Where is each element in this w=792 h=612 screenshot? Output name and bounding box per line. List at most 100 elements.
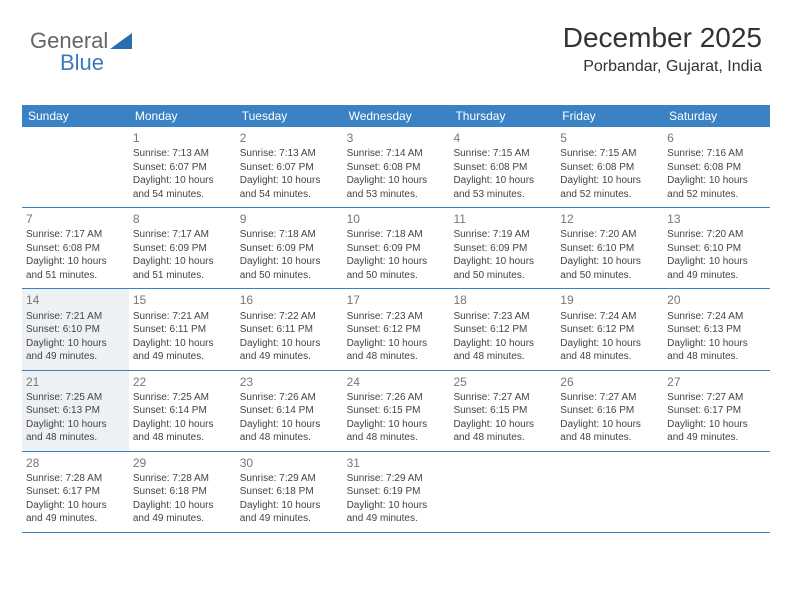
sunrise-text: Sunrise: 7:25 AM (133, 391, 232, 405)
daylight2-text: and 50 minutes. (453, 269, 552, 283)
sunset-text: Sunset: 6:16 PM (560, 404, 659, 418)
daylight2-text: and 48 minutes. (347, 350, 446, 364)
day-number: 4 (453, 130, 552, 146)
calendar-cell: 31Sunrise: 7:29 AMSunset: 6:19 PMDayligh… (343, 452, 450, 532)
calendar-cell: 19Sunrise: 7:24 AMSunset: 6:12 PMDayligh… (556, 289, 663, 369)
calendar-cell: 24Sunrise: 7:26 AMSunset: 6:15 PMDayligh… (343, 371, 450, 451)
daylight2-text: and 49 minutes. (667, 431, 766, 445)
sunrise-text: Sunrise: 7:23 AM (453, 310, 552, 324)
daylight2-text: and 49 minutes. (667, 269, 766, 283)
day-number: 13 (667, 211, 766, 227)
day-number: 10 (347, 211, 446, 227)
day-header: Sunday (22, 105, 129, 127)
daylight1-text: Daylight: 10 hours (26, 337, 125, 351)
day-headers-row: SundayMondayTuesdayWednesdayThursdayFrid… (22, 105, 770, 127)
daylight1-text: Daylight: 10 hours (667, 418, 766, 432)
sunset-text: Sunset: 6:11 PM (240, 323, 339, 337)
calendar-cell: 4Sunrise: 7:15 AMSunset: 6:08 PMDaylight… (449, 127, 556, 207)
daylight1-text: Daylight: 10 hours (133, 499, 232, 513)
daylight2-text: and 54 minutes. (240, 188, 339, 202)
sunrise-text: Sunrise: 7:27 AM (667, 391, 766, 405)
sunrise-text: Sunrise: 7:15 AM (453, 147, 552, 161)
calendar-cell: 29Sunrise: 7:28 AMSunset: 6:18 PMDayligh… (129, 452, 236, 532)
daylight2-text: and 49 minutes. (347, 512, 446, 526)
calendar-cell (556, 452, 663, 532)
sunset-text: Sunset: 6:09 PM (347, 242, 446, 256)
location-label: Porbandar, Gujarat, India (563, 58, 762, 76)
day-number: 30 (240, 455, 339, 471)
sunset-text: Sunset: 6:08 PM (26, 242, 125, 256)
day-number: 26 (560, 374, 659, 390)
daylight1-text: Daylight: 10 hours (240, 418, 339, 432)
day-number: 31 (347, 455, 446, 471)
daylight1-text: Daylight: 10 hours (667, 337, 766, 351)
calendar-cell: 15Sunrise: 7:21 AMSunset: 6:11 PMDayligh… (129, 289, 236, 369)
day-number: 22 (133, 374, 232, 390)
calendar-cell: 25Sunrise: 7:27 AMSunset: 6:15 PMDayligh… (449, 371, 556, 451)
day-number: 19 (560, 292, 659, 308)
calendar-cell: 7Sunrise: 7:17 AMSunset: 6:08 PMDaylight… (22, 208, 129, 288)
daylight1-text: Daylight: 10 hours (560, 255, 659, 269)
day-number: 11 (453, 211, 552, 227)
sunset-text: Sunset: 6:13 PM (667, 323, 766, 337)
day-number: 17 (347, 292, 446, 308)
calendar-cell: 13Sunrise: 7:20 AMSunset: 6:10 PMDayligh… (663, 208, 770, 288)
day-header: Saturday (663, 105, 770, 127)
daylight1-text: Daylight: 10 hours (347, 174, 446, 188)
sunset-text: Sunset: 6:14 PM (133, 404, 232, 418)
calendar: SundayMondayTuesdayWednesdayThursdayFrid… (22, 105, 770, 533)
day-number: 21 (26, 374, 125, 390)
calendar-cell: 22Sunrise: 7:25 AMSunset: 6:14 PMDayligh… (129, 371, 236, 451)
daylight2-text: and 49 minutes. (26, 512, 125, 526)
day-header: Friday (556, 105, 663, 127)
sunrise-text: Sunrise: 7:28 AM (133, 472, 232, 486)
calendar-cell: 21Sunrise: 7:25 AMSunset: 6:13 PMDayligh… (22, 371, 129, 451)
month-title: December 2025 (563, 22, 762, 54)
sunrise-text: Sunrise: 7:29 AM (240, 472, 339, 486)
sunset-text: Sunset: 6:11 PM (133, 323, 232, 337)
daylight2-text: and 49 minutes. (26, 350, 125, 364)
calendar-cell: 9Sunrise: 7:18 AMSunset: 6:09 PMDaylight… (236, 208, 343, 288)
day-number: 5 (560, 130, 659, 146)
sunrise-text: Sunrise: 7:26 AM (347, 391, 446, 405)
sunset-text: Sunset: 6:08 PM (667, 161, 766, 175)
day-header: Monday (129, 105, 236, 127)
sunrise-text: Sunrise: 7:17 AM (26, 228, 125, 242)
sunrise-text: Sunrise: 7:20 AM (667, 228, 766, 242)
daylight2-text: and 53 minutes. (453, 188, 552, 202)
day-number: 1 (133, 130, 232, 146)
sunrise-text: Sunrise: 7:27 AM (560, 391, 659, 405)
sunrise-text: Sunrise: 7:24 AM (560, 310, 659, 324)
sunset-text: Sunset: 6:18 PM (133, 485, 232, 499)
sunset-text: Sunset: 6:17 PM (26, 485, 125, 499)
calendar-week: 1Sunrise: 7:13 AMSunset: 6:07 PMDaylight… (22, 127, 770, 208)
header-right: December 2025 Porbandar, Gujarat, India (563, 22, 762, 76)
day-number: 15 (133, 292, 232, 308)
day-header: Tuesday (236, 105, 343, 127)
sunrise-text: Sunrise: 7:28 AM (26, 472, 125, 486)
daylight1-text: Daylight: 10 hours (453, 418, 552, 432)
day-number: 6 (667, 130, 766, 146)
sunset-text: Sunset: 6:12 PM (347, 323, 446, 337)
sunrise-text: Sunrise: 7:18 AM (347, 228, 446, 242)
calendar-cell: 6Sunrise: 7:16 AMSunset: 6:08 PMDaylight… (663, 127, 770, 207)
sunset-text: Sunset: 6:13 PM (26, 404, 125, 418)
daylight2-text: and 49 minutes. (240, 512, 339, 526)
daylight1-text: Daylight: 10 hours (347, 255, 446, 269)
daylight1-text: Daylight: 10 hours (453, 337, 552, 351)
calendar-cell: 27Sunrise: 7:27 AMSunset: 6:17 PMDayligh… (663, 371, 770, 451)
day-number: 28 (26, 455, 125, 471)
day-number: 27 (667, 374, 766, 390)
daylight1-text: Daylight: 10 hours (560, 418, 659, 432)
sunset-text: Sunset: 6:19 PM (347, 485, 446, 499)
sunset-text: Sunset: 6:08 PM (560, 161, 659, 175)
calendar-cell (22, 127, 129, 207)
sunrise-text: Sunrise: 7:18 AM (240, 228, 339, 242)
daylight1-text: Daylight: 10 hours (26, 418, 125, 432)
sunset-text: Sunset: 6:08 PM (347, 161, 446, 175)
daylight2-text: and 50 minutes. (347, 269, 446, 283)
daylight1-text: Daylight: 10 hours (560, 337, 659, 351)
daylight1-text: Daylight: 10 hours (347, 337, 446, 351)
sunrise-text: Sunrise: 7:22 AM (240, 310, 339, 324)
calendar-cell: 16Sunrise: 7:22 AMSunset: 6:11 PMDayligh… (236, 289, 343, 369)
